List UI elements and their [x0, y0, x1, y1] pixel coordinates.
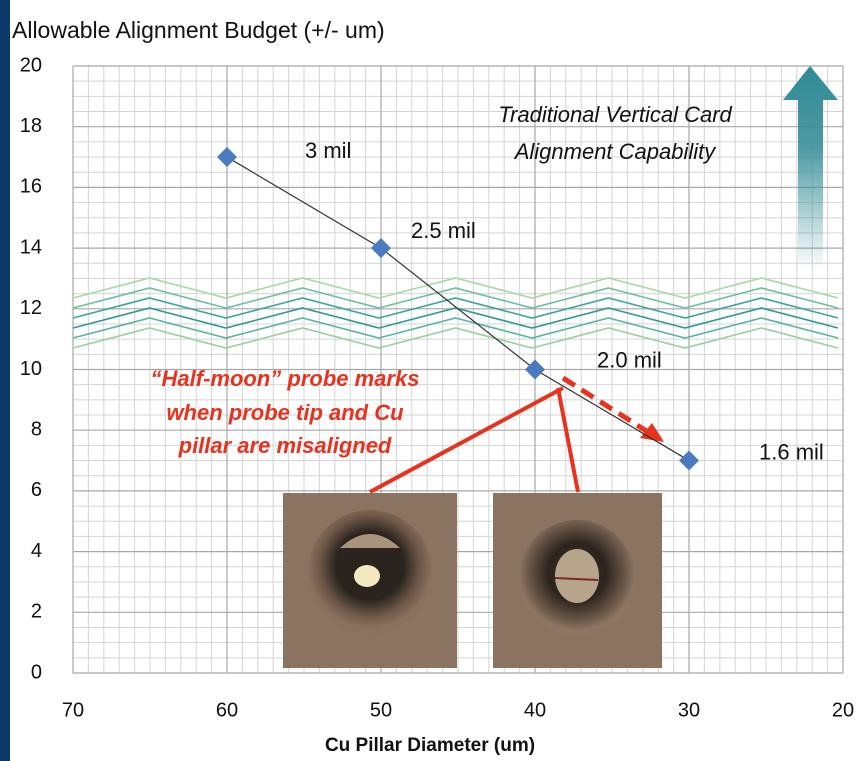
chart: Allowable Alignment Budget (+/- um) Cu P…	[0, 0, 858, 761]
y-tick-label: 12	[20, 297, 42, 319]
x-tick-label: 60	[216, 699, 238, 721]
y-tick-label: 2	[31, 601, 42, 623]
y-tick-label: 8	[31, 418, 42, 440]
point-label: 2.5 mil	[411, 218, 476, 243]
annotation: Alignment Capability	[513, 139, 718, 164]
annotation: Traditional Vertical Card	[498, 102, 732, 127]
annotation: when probe tip and Cu	[166, 400, 404, 425]
y-tick-label: 16	[20, 176, 42, 198]
x-tick-label: 30	[678, 699, 700, 721]
x-tick-label: 50	[370, 699, 392, 721]
probe-mark	[354, 565, 380, 587]
y-tick-label: 18	[20, 115, 42, 137]
y-tick-label: 14	[20, 236, 42, 258]
annotation: pillar are misaligned	[178, 433, 392, 458]
page: Allowable Alignment Budget (+/- um) Cu P…	[0, 0, 858, 761]
x-tick-label: 70	[62, 699, 84, 721]
point-label: 2.0 mil	[597, 347, 662, 372]
y-tick-label: 4	[31, 540, 42, 562]
y-tick-label: 0	[31, 661, 42, 683]
annotation: “Half-moon” probe marks	[151, 366, 420, 391]
point-label: 3 mil	[305, 138, 351, 163]
point-label: 1.6 mil	[759, 439, 824, 464]
x-axis-title: Cu Pillar Diameter (um)	[325, 735, 535, 756]
y-tick-label: 6	[31, 479, 42, 501]
y-axis-title: Allowable Alignment Budget (+/- um)	[12, 17, 385, 43]
x-tick-label: 20	[832, 699, 854, 721]
y-tick-label: 10	[20, 358, 42, 380]
probe-mark	[555, 549, 599, 603]
x-tick-label: 40	[524, 699, 546, 721]
y-tick-label: 20	[20, 54, 42, 76]
